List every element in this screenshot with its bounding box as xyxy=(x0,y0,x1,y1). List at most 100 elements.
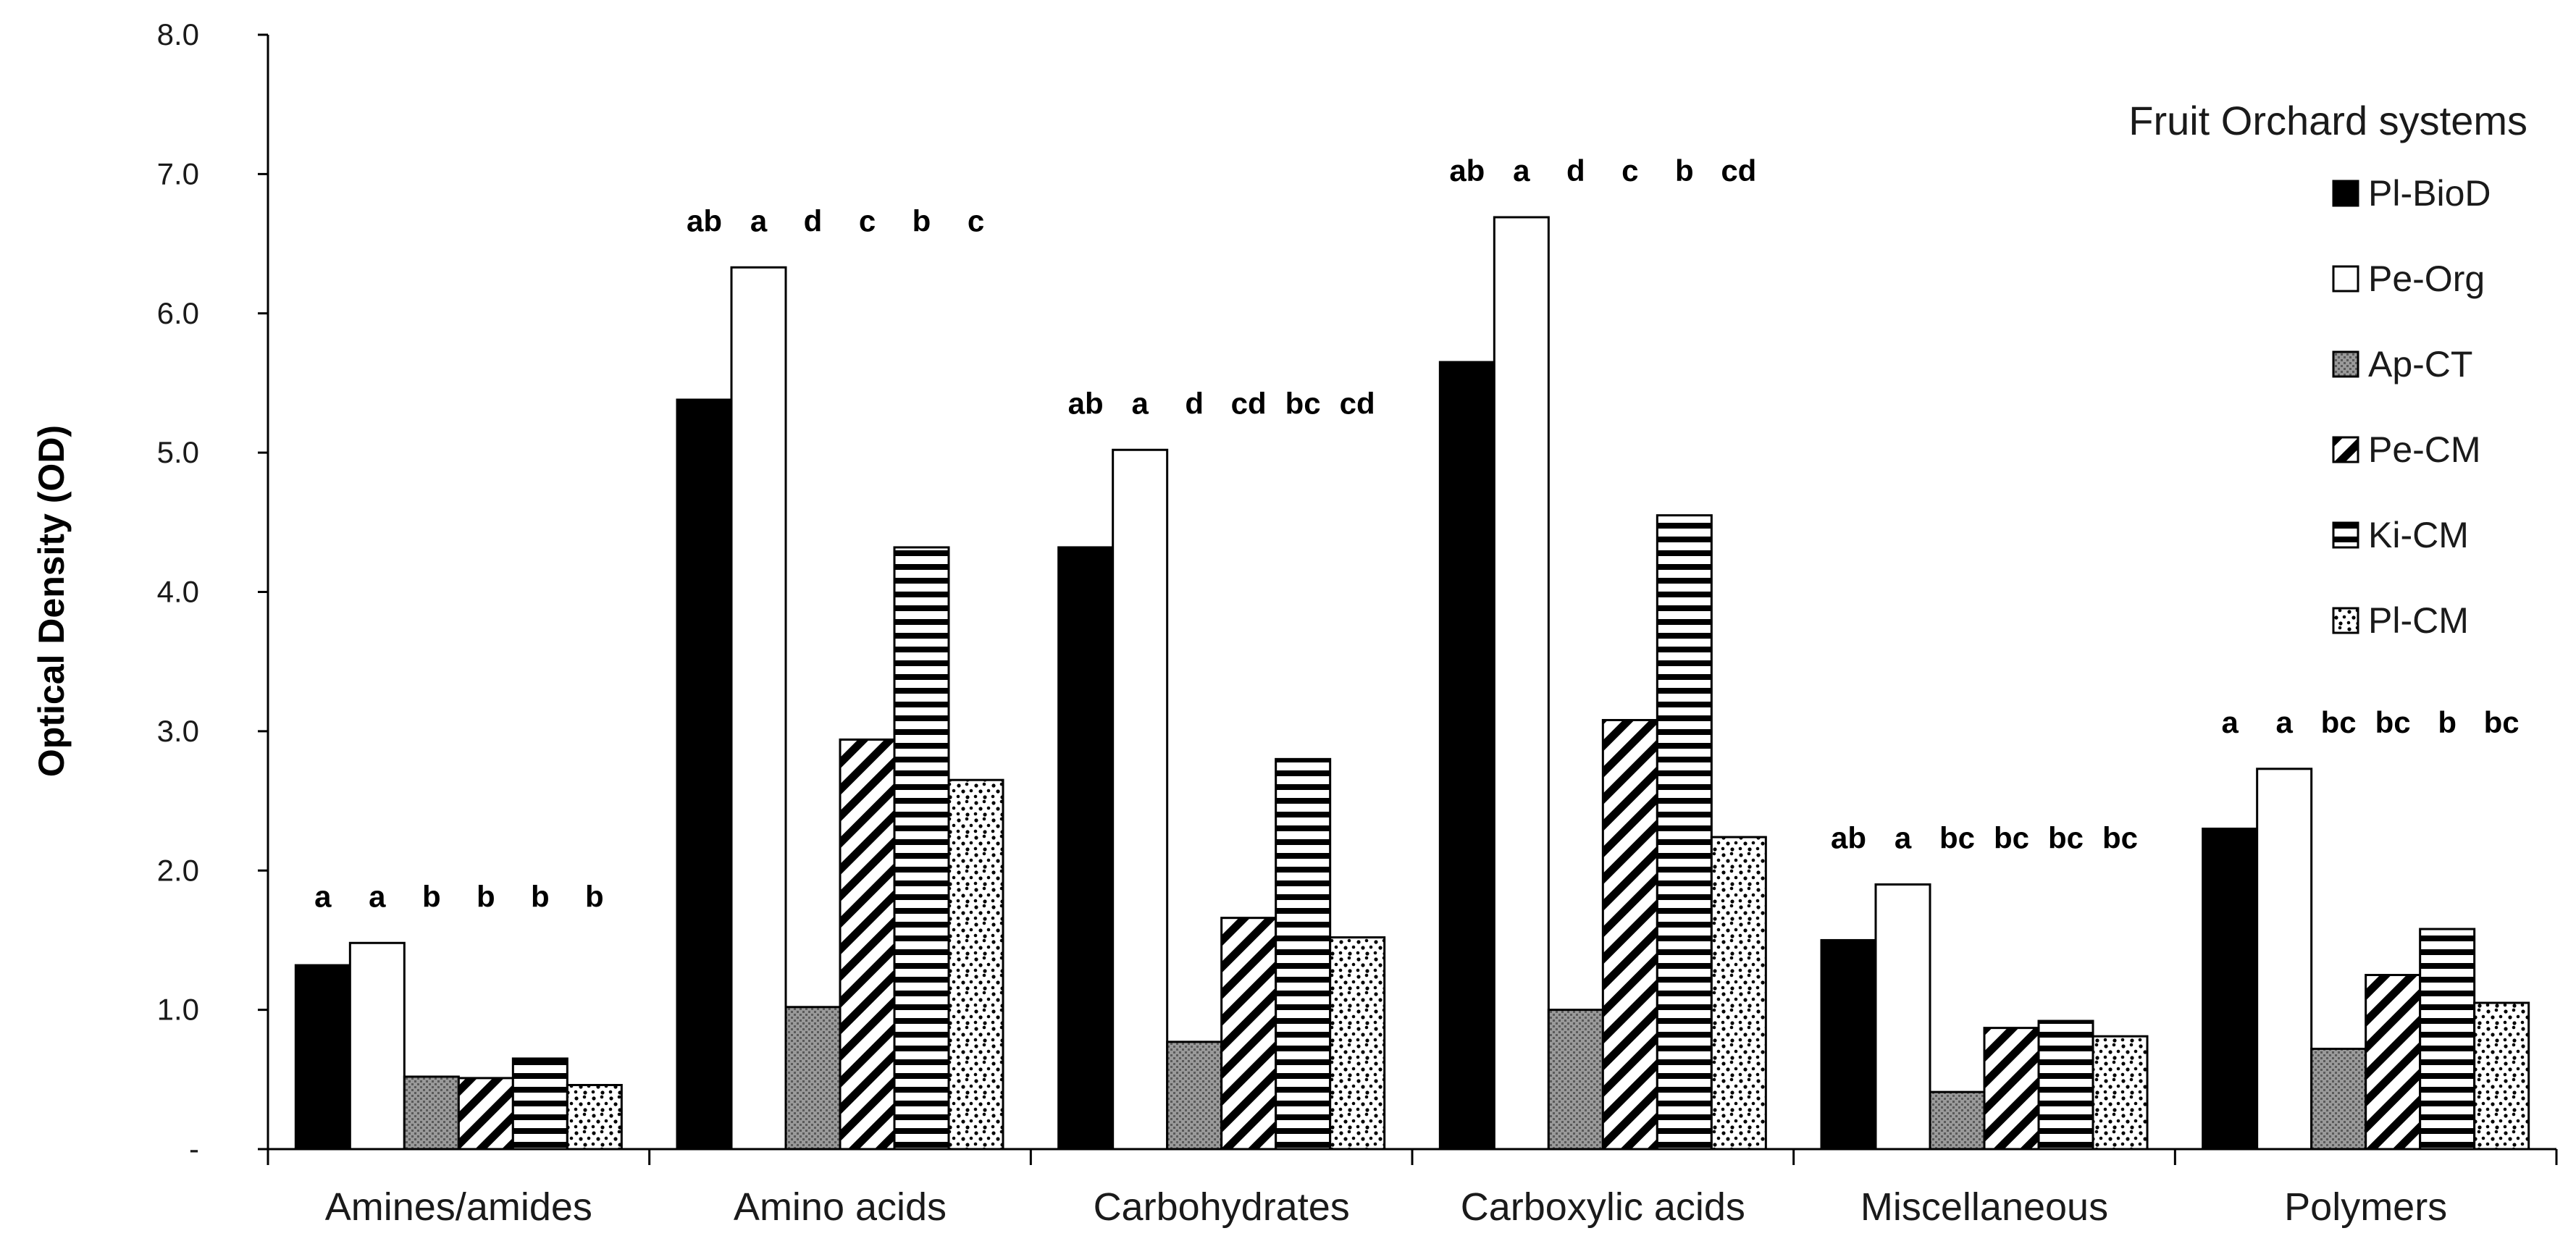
significance-label: cd xyxy=(1231,386,1267,420)
bar-pe-org xyxy=(1874,883,1931,1151)
y-axis-label: Optical Density (OD) xyxy=(31,425,72,777)
bars xyxy=(294,216,2530,1151)
bar-ap-ct xyxy=(1929,1090,1986,1151)
y-tick-label: 1.0 xyxy=(157,993,199,1027)
bar-pe-org xyxy=(730,266,787,1151)
legend-label-pl-biod: Pl-BioD xyxy=(2368,173,2491,214)
bar-ki-cm xyxy=(1656,514,1713,1151)
bar-pl-cm xyxy=(947,778,1004,1151)
legend-swatch-pl-cm xyxy=(2332,607,2359,634)
bar-pl-cm xyxy=(1329,936,1386,1151)
significance-label: bc xyxy=(2321,705,2357,739)
legend-label-ap-ct: Ap-CT xyxy=(2368,344,2472,384)
significance-label: ab xyxy=(1068,386,1104,420)
bar-ki-cm xyxy=(2037,1020,2094,1151)
bar-ap-ct xyxy=(2310,1047,2367,1151)
significance-label: bc xyxy=(1939,820,1975,854)
significance-label: b xyxy=(422,879,441,913)
bar-ap-ct xyxy=(1166,1041,1223,1151)
significance-label: bc xyxy=(2484,705,2520,739)
bar-pe-org xyxy=(348,941,406,1151)
bar-pe-org xyxy=(2256,768,2313,1151)
y-tick-label: 8.0 xyxy=(157,17,199,51)
significance-label: b xyxy=(1675,154,1694,188)
bar-pe-cm xyxy=(457,1077,514,1151)
bar-pl-biod xyxy=(1438,361,1495,1151)
legend-swatch-pe-cm xyxy=(2332,436,2359,463)
y-tick-label: 6.0 xyxy=(157,296,199,330)
significance-label: d xyxy=(1185,386,1204,420)
significance-label: a xyxy=(2221,705,2239,739)
legend-swatch-pe-org xyxy=(2332,265,2359,293)
bar-pe-cm xyxy=(1601,718,1658,1151)
bar-pl-cm xyxy=(2092,1035,2149,1151)
legend-swatch-pl-biod xyxy=(2332,180,2359,207)
significance-label: a xyxy=(1131,386,1149,420)
y-tick-label: 4.0 xyxy=(157,575,199,609)
legend: Fruit Orchard systems Pl-BioD Pe-Org Ap-CT P… xyxy=(2128,98,2527,641)
significance-label: ab xyxy=(1449,154,1485,188)
bar-pl-cm xyxy=(1710,836,1767,1151)
bar-pl-biod xyxy=(2202,828,2259,1151)
bar-pe-cm xyxy=(1983,1027,2040,1151)
bar-ap-ct xyxy=(403,1075,460,1151)
x-category-label: Miscellaneous xyxy=(1860,1185,2108,1229)
y-tick-label: - xyxy=(189,1132,199,1166)
bar-pe-cm xyxy=(2365,974,2422,1151)
x-category-label: Polymers xyxy=(2284,1185,2447,1229)
significance-label: cd xyxy=(1721,154,1756,188)
bar-pl-cm xyxy=(566,1084,623,1151)
significance-label: d xyxy=(804,203,823,237)
legend-label-pe-cm: Pe-CM xyxy=(2368,429,2481,470)
y-tick-label: 7.0 xyxy=(157,156,199,190)
significance-label: ab xyxy=(1831,820,1866,854)
bar-ki-cm xyxy=(893,546,950,1151)
bar-ap-ct xyxy=(784,1006,842,1151)
bar-pe-cm xyxy=(839,738,896,1151)
bar-ki-cm xyxy=(511,1057,569,1151)
significance-label: bc xyxy=(1994,820,2029,854)
significance-label: bc xyxy=(2048,820,2084,854)
significance-label: b xyxy=(477,879,495,913)
significance-label: a xyxy=(2275,705,2293,739)
y-tick-label: 3.0 xyxy=(157,714,199,748)
significance-label: a xyxy=(314,879,332,913)
significance-label: b xyxy=(585,879,604,913)
legend-label-pe-org: Pe-Org xyxy=(2368,258,2485,299)
significance-label: bc xyxy=(2102,820,2138,854)
significance-label: ab xyxy=(687,203,722,237)
significance-label: b xyxy=(2438,705,2457,739)
x-category-label: Amines/amides xyxy=(325,1185,592,1229)
legend-label-ki-cm: Ki-CM xyxy=(2368,515,2469,555)
axes: - 1.0 2.0 3.0 4.0 5.0 6.0 7.0 8.0 Amines/amides Am… xyxy=(157,17,2558,1229)
significance-label: b xyxy=(531,879,550,913)
significance-label: cd xyxy=(1340,386,1375,420)
bar-pe-cm xyxy=(1220,917,1277,1151)
legend-swatch-ki-cm xyxy=(2332,521,2359,549)
bar-pl-cm xyxy=(2473,1001,2530,1151)
significance-label: a xyxy=(369,879,386,913)
y-tick-label: 5.0 xyxy=(157,435,199,469)
x-category-label: Amino acids xyxy=(734,1185,947,1229)
x-category-label: Carbohydrates xyxy=(1094,1185,1350,1229)
y-tick-label: 2.0 xyxy=(157,853,199,887)
significance-label: bc xyxy=(2375,705,2411,739)
significance-label: c xyxy=(1621,154,1638,188)
x-category-label: Carboxylic acids xyxy=(1461,1185,1745,1229)
legend-swatch-ap-ct xyxy=(2332,350,2359,378)
significance-label: c xyxy=(859,203,876,237)
legend-title: Fruit Orchard systems xyxy=(2128,98,2527,143)
bar-pe-org xyxy=(1493,216,1550,1151)
legend-label-pl-cm: Pl-CM xyxy=(2368,600,2469,641)
bar-pe-org xyxy=(1112,448,1169,1151)
bar-ki-cm xyxy=(1275,757,1332,1151)
significance-label: a xyxy=(750,203,768,237)
bar-ap-ct xyxy=(1547,1009,1604,1151)
significance-label: a xyxy=(1513,154,1530,188)
bar-ki-cm xyxy=(2419,928,2476,1151)
significance-label: a xyxy=(1895,820,1912,854)
bar-pl-biod xyxy=(676,398,733,1151)
bar-pl-biod xyxy=(1820,938,1877,1151)
